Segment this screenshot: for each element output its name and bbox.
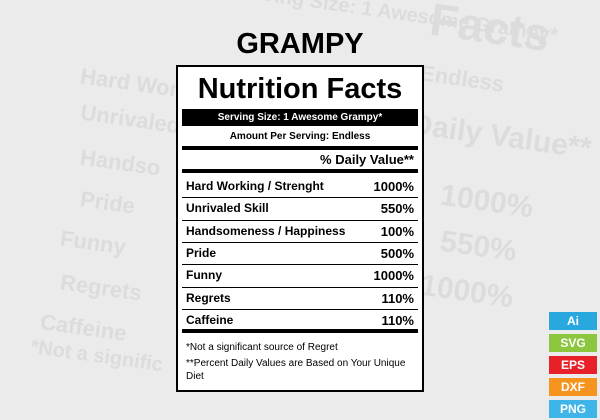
rule [182, 146, 418, 150]
rule [182, 241, 418, 243]
format-badge: PNG [549, 400, 597, 418]
nutrient-value: 550% [380, 201, 414, 217]
nutrient-value: 110% [381, 290, 414, 306]
nutrient-row: Pride 500% [186, 246, 414, 261]
nutrient-name: Hard Working / Strenght [186, 179, 324, 193]
format-badge: Ai [549, 312, 597, 330]
rule [182, 329, 418, 333]
rule [182, 264, 418, 266]
label-heading: Nutrition Facts [197, 73, 403, 105]
watermark-text: Funny [58, 225, 128, 260]
nutrient-name: Pride [186, 245, 217, 260]
nutrient-row: Handsomeness / Happiness 100% [186, 224, 414, 239]
watermark-text: Regrets [58, 269, 144, 306]
title: GRAMPY [236, 28, 364, 60]
nutrient-row: Funny 1000% [186, 268, 414, 283]
watermark-text: Handso [78, 144, 163, 181]
serving-size: Serving Size: 1 Awesome Grampy* [182, 109, 418, 126]
watermark-text: Pride [78, 186, 137, 219]
footnotes: *Not a significant source of Regret **Per… [186, 341, 414, 386]
nutrient-row: Caffeine 110% [186, 313, 414, 328]
nutrient-name: Funny [186, 268, 222, 283]
nutrient-row: Hard Working / Strenght 1000% [186, 179, 414, 194]
nutrient-value: 100% [380, 223, 414, 239]
format-badge: SVG [549, 334, 597, 352]
nutrient-name: Unrivaled Skill [186, 201, 269, 216]
watermark-text: Daily Value** [408, 107, 594, 166]
rule [182, 169, 418, 173]
footnote: *Not a significant source of Regret [186, 342, 338, 353]
nutrient-value: 110% [381, 312, 414, 328]
watermark-text: 1000% [438, 178, 536, 225]
watermark-text: Endless [418, 60, 506, 97]
nutrient-name: Handsomeness / Happiness [186, 223, 346, 238]
nutrient-row: Regrets 110% [186, 291, 414, 306]
nutrient-name: Regrets [186, 290, 231, 305]
format-badge: DXF [549, 378, 597, 396]
rule [182, 286, 418, 288]
nutrition-label: Nutrition Facts Serving Size: 1 Awesome … [176, 65, 424, 392]
nutrient-value: 500% [380, 245, 414, 261]
rule [182, 197, 418, 199]
nutrient-value: 1000% [373, 179, 414, 194]
nutrient-row: Unrivaled Skill 550% [186, 201, 414, 216]
nutrient-name: Caffeine [186, 312, 234, 327]
watermark-text: Hard Wor [78, 63, 180, 102]
nutrient-value: 1000% [373, 268, 414, 284]
footnote: **Percent Daily Values are Based on Your… [186, 358, 406, 382]
watermark-text: 550% [438, 224, 519, 269]
rule [182, 308, 418, 310]
amount-per-serving: Amount Per Serving: Endless [229, 131, 371, 142]
rule [182, 219, 418, 221]
format-badge: EPS [549, 356, 597, 374]
daily-value-header: % Daily Value** [320, 152, 414, 167]
watermark-text: 1000% [418, 268, 516, 315]
